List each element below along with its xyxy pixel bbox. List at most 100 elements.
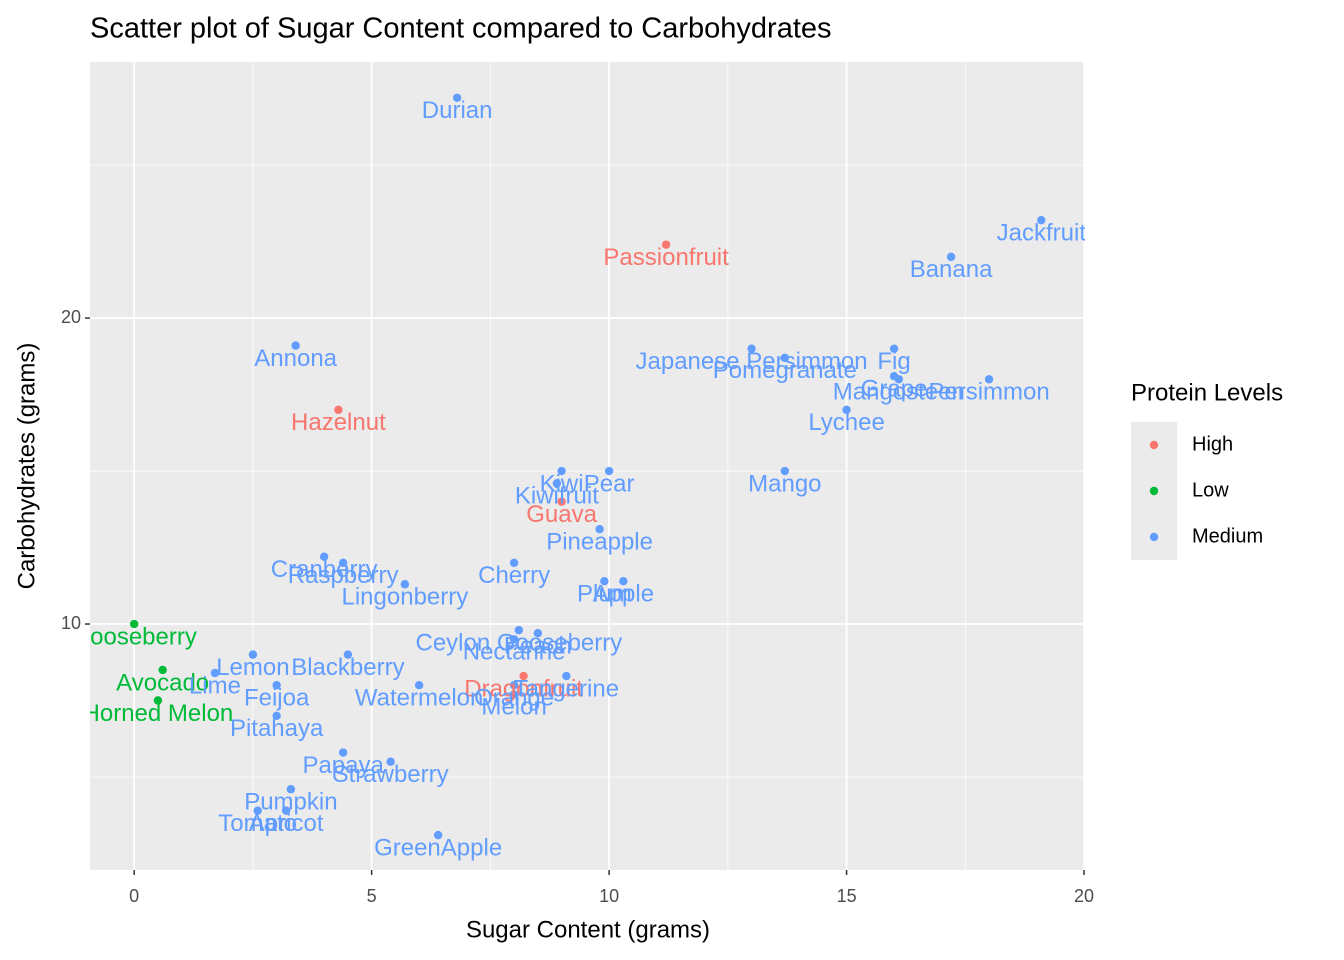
point (272, 681, 281, 690)
point (780, 353, 790, 363)
panel (90, 62, 1085, 870)
chart-title: Scatter plot of Sugar Content compared t… (90, 13, 832, 45)
point-label: Feijoa (244, 685, 310, 712)
point (604, 466, 614, 476)
legend-title: Protein Levels (1131, 379, 1283, 406)
y-axis-label: Carbohydrates (grams) (13, 343, 40, 590)
point-label: Papaya (302, 752, 384, 779)
point (338, 748, 348, 757)
point-label: Jackfruit (997, 220, 1087, 247)
point-label: Pineapple (546, 529, 653, 556)
point-label: Pomegranate (713, 357, 857, 384)
point-label: Nectarine (463, 639, 566, 666)
point-label: Lingonberry (342, 584, 469, 611)
point (452, 93, 462, 102)
point (509, 558, 519, 568)
point (291, 341, 300, 350)
point (533, 628, 543, 638)
point-label: GreenApple (374, 834, 502, 861)
legend-marker (1149, 532, 1159, 542)
point-label: Lychee (808, 409, 885, 436)
point-label: Pumpkin (244, 789, 337, 816)
point (210, 668, 220, 678)
point-label: Persimmon (928, 379, 1049, 406)
point (343, 650, 353, 659)
point-label: Lemon (216, 654, 289, 681)
legend-label: Medium (1192, 525, 1263, 547)
point (889, 344, 899, 353)
point-label: Pear (584, 470, 635, 497)
point-label: Mangosteen (833, 379, 965, 406)
point-label: Melon (481, 694, 546, 721)
point-label: Orange (474, 685, 554, 712)
point (253, 806, 262, 815)
point (248, 650, 258, 659)
point-label: Raspberry (288, 562, 399, 589)
legend-label: Low (1192, 479, 1229, 501)
point (386, 757, 395, 766)
point (562, 671, 571, 681)
point-label: Kiwi (540, 470, 584, 497)
point-label: Ceylon Gooseberry (415, 629, 622, 656)
point-label: Gooseberry (71, 623, 196, 650)
point-labels: Passionfruit Hazelnut Guava Dragonfruit Goos… (71, 97, 1087, 861)
point (780, 466, 790, 476)
point (619, 576, 628, 586)
point (509, 635, 519, 644)
point-label: Japanese Persimmon (636, 348, 868, 375)
point (600, 576, 609, 586)
point-label: Lime (189, 672, 241, 699)
point-label: Tomato (218, 810, 297, 837)
y-tick-label: 10 (61, 613, 81, 633)
point (414, 681, 424, 690)
x-tick-label: 0 (129, 886, 139, 906)
point (747, 344, 756, 353)
point (894, 375, 904, 384)
point-label: Tangerine (514, 675, 619, 702)
point (286, 785, 296, 794)
grid (90, 62, 1085, 870)
point (400, 580, 410, 589)
point-label: Grape (861, 376, 928, 403)
point-label: Cranberry (271, 556, 378, 583)
points (129, 93, 1046, 840)
point (842, 405, 851, 415)
point-label: Guava (526, 501, 597, 528)
point (519, 671, 528, 681)
y-tick-label: 20 (61, 307, 81, 327)
point-label: Durian (422, 97, 493, 124)
point-label: Horned Melon (83, 700, 234, 727)
point (319, 552, 329, 561)
point-label: Strawberry (333, 761, 449, 788)
x-axis-label: Sugar Content (grams) (466, 916, 710, 943)
point-label: Apple (593, 581, 654, 608)
point (129, 619, 139, 629)
point (661, 240, 671, 249)
point (281, 806, 291, 815)
point (1037, 215, 1046, 225)
point (272, 711, 281, 721)
x-tick-label: 20 (1074, 886, 1094, 906)
point-label: Annona (254, 345, 337, 372)
point (433, 830, 443, 840)
point-label: Banana (910, 256, 993, 283)
legend-marker (1149, 440, 1159, 450)
point-label: Peach (504, 633, 572, 660)
point (557, 497, 566, 506)
point (338, 558, 348, 568)
point (557, 466, 566, 476)
point (509, 681, 519, 690)
point (984, 375, 994, 384)
point-label: Blackberry (291, 654, 404, 681)
x-tick-label: 5 (367, 886, 377, 906)
x-tick-label: 15 (837, 886, 857, 906)
legend-marker (1149, 486, 1159, 496)
x-tick-label: 10 (599, 886, 619, 906)
point-label: Watermelon (355, 685, 483, 712)
point (509, 690, 519, 699)
point-label: Cherry (478, 562, 550, 589)
point-label: Dragonfruit (464, 675, 583, 702)
point (334, 405, 343, 415)
point-label: Hazelnut (291, 409, 386, 436)
